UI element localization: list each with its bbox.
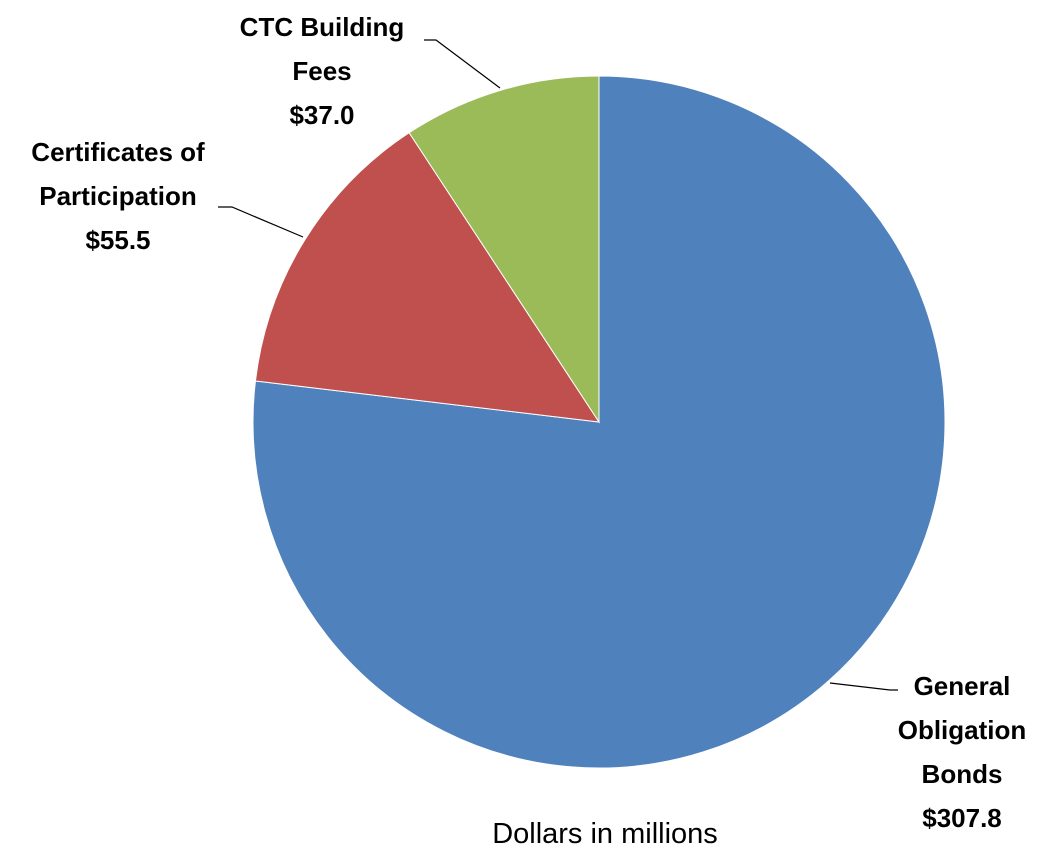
pie-slice	[254, 132, 601, 423]
category-label: CTC Building Fees	[239, 12, 405, 86]
category-label: General Obligation Bonds	[897, 671, 1027, 789]
leader-line	[218, 206, 304, 238]
value-label: $55.5	[85, 225, 151, 255]
caption: Dollars in millions	[492, 818, 718, 850]
slice-label: General Obligation Bonds $307.8	[880, 664, 1045, 840]
pie-slice	[408, 75, 600, 424]
slice-label: CTC Building Fees $37.0	[220, 5, 425, 137]
leader-line	[829, 682, 898, 691]
value-label: $37.0	[289, 100, 355, 130]
slice-label: Certificates of Participation $55.5	[1, 130, 236, 262]
pie	[252, 75, 946, 769]
value-label: $307.8	[922, 803, 1002, 833]
category-label: Certificates of Participation	[31, 137, 205, 211]
leader-line	[424, 39, 501, 89]
